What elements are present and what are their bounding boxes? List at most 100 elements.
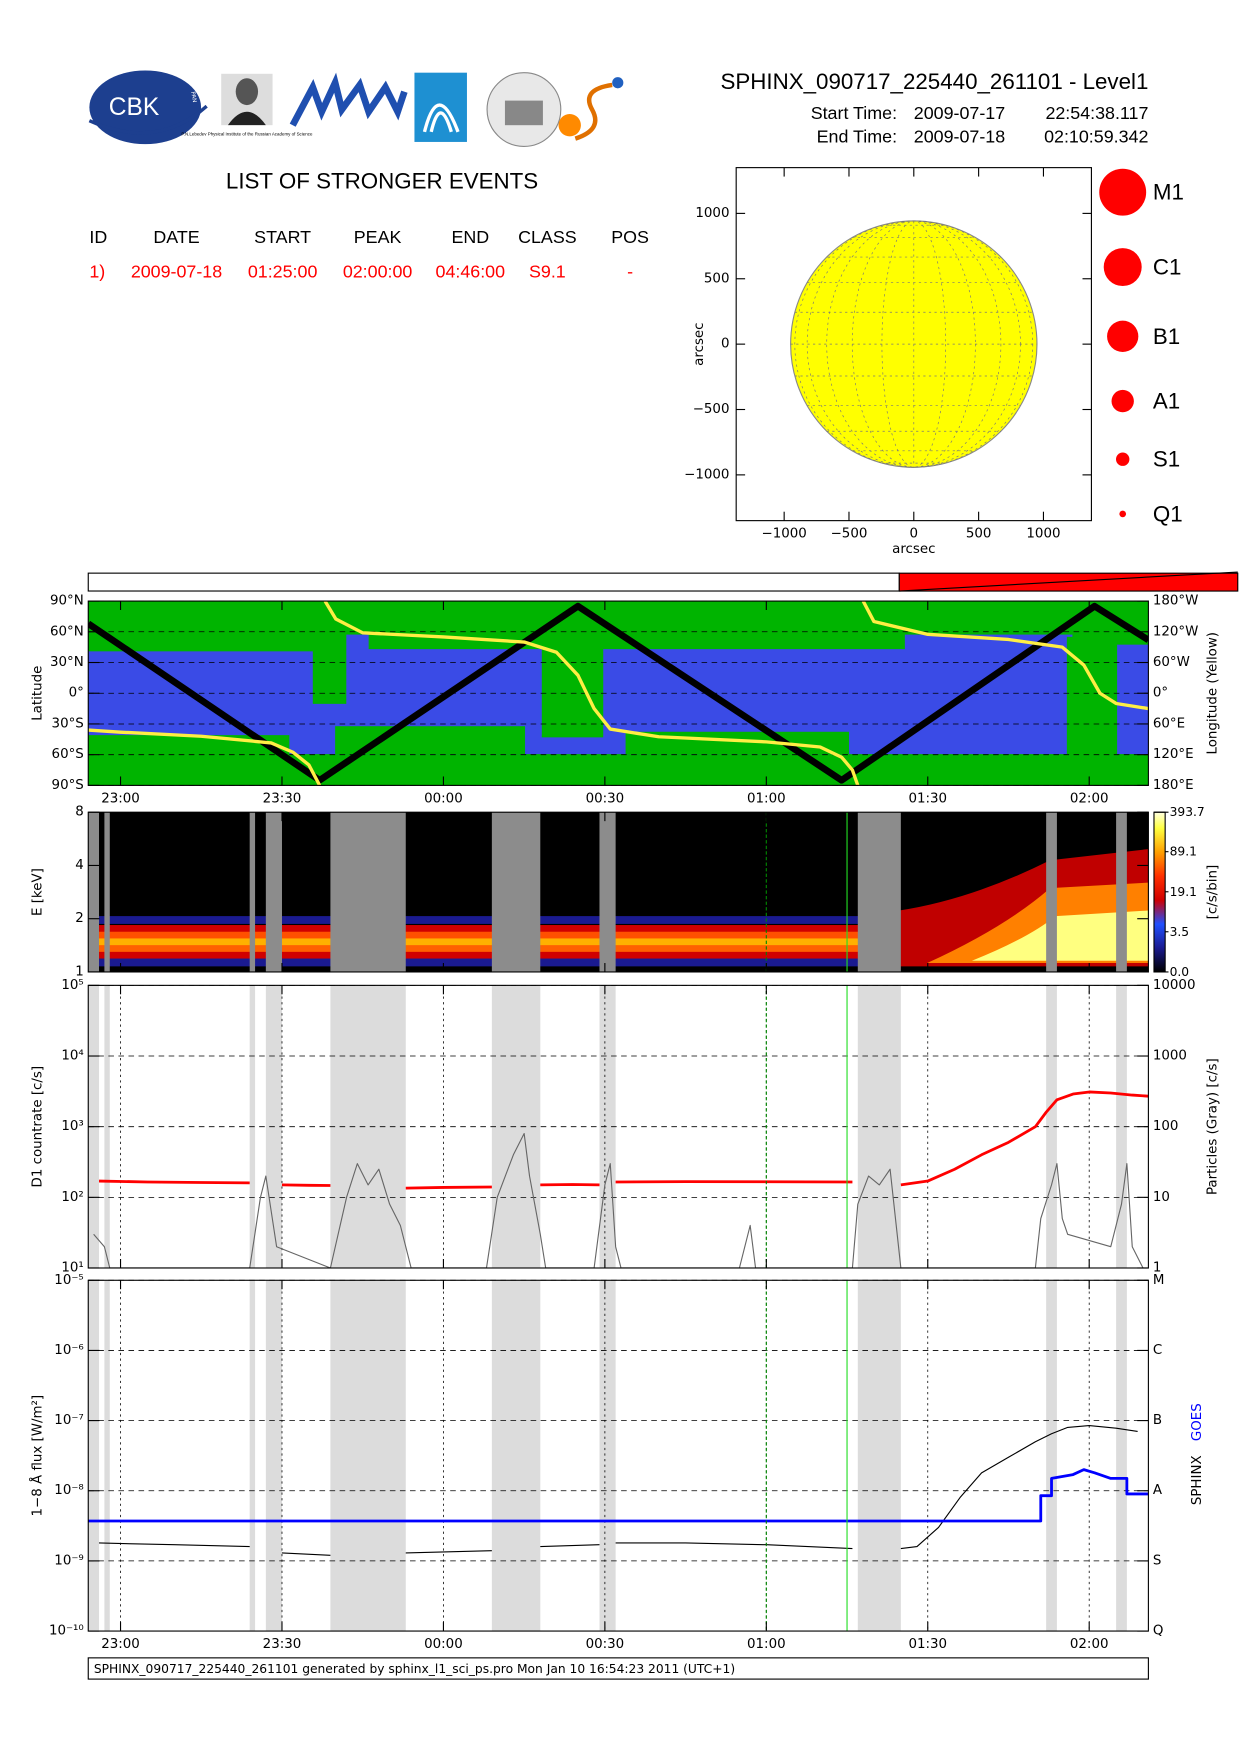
iki-logo <box>414 72 467 142</box>
data-gap <box>249 812 256 972</box>
event-cell: 02:00:00 <box>343 262 413 282</box>
series-line <box>323 601 860 786</box>
seal-building <box>504 100 543 126</box>
s-logo <box>574 82 613 141</box>
y-axis-label: 1−8 Å flux [W/m²] <box>28 1395 45 1517</box>
header: SPHINX_090717_225440_261101 - Level1 Sta… <box>226 69 1149 193</box>
data-gap <box>88 1280 100 1632</box>
series-line <box>281 1552 331 1556</box>
mipan-logo <box>289 72 408 127</box>
y-tick-label: 10⁴ <box>61 1049 83 1064</box>
y-tick-label: 0° <box>69 686 84 701</box>
y-tick-label: −500 <box>693 402 730 417</box>
footer-box <box>87 1657 1149 1680</box>
x-tick-label: 23:00 <box>101 1637 140 1652</box>
data-gap <box>104 812 110 972</box>
cbk-swoosh <box>88 104 208 135</box>
y-tick-label: 10⁻⁸ <box>54 1483 83 1498</box>
y-axis-label: Latitude <box>30 666 45 721</box>
y-tick-label: 4 <box>75 858 84 873</box>
colorbar-tick-label: 3.5 <box>1170 925 1190 939</box>
bar-diagonal <box>899 571 1238 592</box>
y2-tick-label: 60°W <box>1153 655 1190 670</box>
y2-tick-label: 0° <box>1153 686 1168 701</box>
data-gap <box>88 812 100 972</box>
colorbar <box>1153 811 1166 973</box>
y2-tick-label: B <box>1153 1413 1162 1428</box>
x-tick-label: 1000 <box>1026 527 1060 542</box>
x-tick-label: 23:00 <box>101 791 140 806</box>
y-tick-label: 90°S <box>52 778 84 793</box>
x-tick-label: 02:00 <box>1070 791 1109 806</box>
series-line <box>99 1542 250 1548</box>
x-tick-label: 00:00 <box>424 791 463 806</box>
y2-axis-label: Particles (Gray) [c/s] <box>1206 1058 1221 1195</box>
data-gap <box>330 1280 406 1632</box>
y-tick-label: 60°N <box>50 624 84 639</box>
legend-label: GOES <box>1190 1403 1205 1441</box>
y-axis-label: arcsec <box>692 322 707 365</box>
lebedev-text: P.N.Lebedev Physical Institute of the Ru… <box>181 132 313 137</box>
column-header: DATE <box>153 227 199 247</box>
backgrounds <box>88 601 1149 1632</box>
data-gap <box>1046 985 1057 1268</box>
map-land <box>541 625 604 738</box>
y-tick-label: 1000 <box>695 206 729 221</box>
event-cell: S9.1 <box>529 262 566 282</box>
x-tick-label: 01:30 <box>908 1637 947 1652</box>
class-label: S1 <box>1153 447 1180 472</box>
y-axis-label: D1 countrate [c/s] <box>30 1066 45 1188</box>
y-tick-label: 60°S <box>52 747 84 762</box>
map-land <box>88 631 323 652</box>
series-line <box>900 1090 1149 1187</box>
colorbar-tick-label: 89.1 <box>1170 845 1197 859</box>
series-line <box>900 1424 1138 1550</box>
colorbar-tick-label: 19.1 <box>1170 885 1197 899</box>
class-label: M1 <box>1153 180 1184 205</box>
footer: SPHINX_090717_225440_261101 generated by… <box>94 1662 735 1676</box>
y2-tick-label: 60°E <box>1153 716 1185 731</box>
y-tick-label: 8 <box>75 805 84 820</box>
series-line <box>98 1179 250 1185</box>
data-gap <box>599 1280 616 1632</box>
event-cell: - <box>627 262 633 282</box>
y-tick-label: 10³ <box>61 1119 83 1134</box>
x-tick-label: 01:30 <box>908 791 947 806</box>
x-tick-label: 00:30 <box>586 791 625 806</box>
data-gap <box>1116 812 1127 972</box>
y-tick-label: −1000 <box>684 467 729 482</box>
plot-frame <box>87 811 1149 973</box>
x-tick-label: −1000 <box>761 527 806 542</box>
y-tick-label: 10⁻¹⁰ <box>49 1624 84 1639</box>
series-line <box>93 1132 1144 1268</box>
map-land <box>368 631 905 650</box>
data-gap <box>265 1280 282 1632</box>
x-tick-label: 23:30 <box>263 791 302 806</box>
y-tick-label: 10⁻⁷ <box>54 1413 83 1428</box>
column-header: PEAK <box>354 227 402 247</box>
plot-frame <box>87 600 1149 786</box>
event-cell: 2009-07-18 <box>131 262 222 282</box>
y-axis-label: E [keV] <box>30 868 45 916</box>
start-date: 2009-07-17 <box>914 103 1005 123</box>
data-gap <box>1116 985 1127 1268</box>
event-cell: 01:25:00 <box>248 262 318 282</box>
series-line <box>405 1550 492 1554</box>
series-line <box>540 1544 600 1548</box>
start-time: 22:54:38.117 <box>1045 103 1148 123</box>
class-dot <box>1099 168 1147 216</box>
spectrogram-flare <box>971 910 1149 961</box>
data-gap <box>857 812 901 972</box>
bar-empty <box>87 572 900 592</box>
portrait-body <box>227 111 266 126</box>
y-tick-label: 30°N <box>50 655 84 670</box>
x-axis-label: arcsec <box>892 542 935 557</box>
column-header: END <box>451 227 489 247</box>
series-line <box>88 602 1149 784</box>
globe-logo <box>612 77 624 89</box>
map-land <box>312 625 347 704</box>
map-land <box>88 754 1149 786</box>
x-tick-label: 01:00 <box>747 791 786 806</box>
